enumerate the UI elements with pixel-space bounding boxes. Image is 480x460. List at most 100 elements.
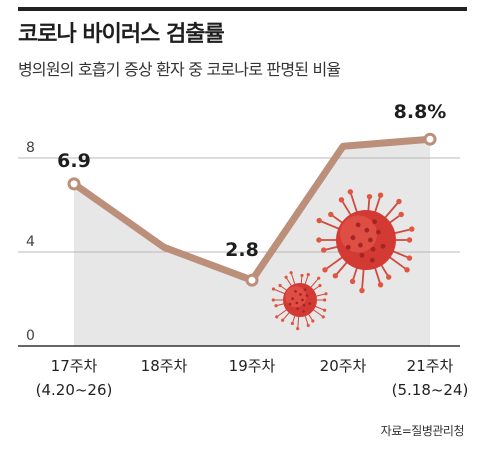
virus-spike-tip — [274, 304, 278, 308]
virus-spike — [285, 276, 293, 288]
x-tick-sublabel: (5.18~24) — [392, 381, 469, 399]
label-layer: 0 4 8 6.9 2.8 8.8% 17주차 (4.20~26) 18주차 19주차 20주차 21… — [26, 101, 468, 399]
virus-spike — [290, 272, 296, 286]
virus-spike-tip — [275, 315, 279, 319]
virus-spike-tip — [311, 319, 315, 323]
virus-spike-tip — [377, 192, 384, 198]
virus-spike — [318, 219, 342, 231]
area-layer — [74, 139, 430, 346]
data-point-marker — [67, 177, 81, 191]
virus-spike-tip — [396, 198, 402, 205]
virus-spike-tip — [306, 273, 310, 277]
virus-dot — [291, 297, 294, 301]
virus-spike — [390, 249, 410, 259]
virus-spike-tip — [398, 211, 404, 218]
virus-dot — [350, 235, 356, 241]
virus-spike-tip — [318, 283, 322, 288]
virus-spike-tip — [290, 321, 294, 326]
virus-dot — [375, 229, 381, 235]
virus-spike-tip — [404, 267, 410, 273]
virus-spike — [304, 274, 309, 286]
virus-spike-tip — [366, 193, 373, 200]
virus-highlight — [339, 215, 378, 253]
virus-dot — [296, 307, 300, 311]
virus-spike-tip — [359, 287, 365, 294]
virus-spike-tip — [281, 318, 285, 322]
virus-spike-tip — [321, 315, 325, 319]
virus-dot — [303, 288, 307, 291]
virus-spike — [282, 311, 291, 321]
virus-spike-tip — [316, 237, 322, 243]
virus-spike — [313, 305, 325, 311]
virus-spike-tip — [349, 278, 356, 285]
virus-spike — [324, 255, 345, 271]
virus-spike-tip — [271, 287, 276, 291]
virus-dot — [301, 298, 304, 302]
x-tick-label: 20주차 — [320, 357, 367, 375]
virus-spike-tip — [322, 267, 328, 273]
virus-spike — [334, 259, 350, 277]
virus-dot — [288, 302, 292, 306]
virus-spike-tip — [271, 298, 275, 302]
virus-dot — [294, 290, 297, 293]
virus-dot — [308, 302, 312, 305]
virus-dot — [368, 237, 373, 243]
virus-spike — [273, 288, 287, 295]
series-layer — [67, 132, 437, 287]
virus-spike-tip — [317, 276, 321, 280]
y-tick-label: 0 — [26, 328, 35, 344]
virus-dot — [364, 227, 370, 233]
virus-spike-tip — [377, 282, 384, 288]
virus-spike-tip — [338, 197, 345, 203]
virus-dot — [372, 219, 377, 225]
virus-spike-tip — [284, 275, 288, 279]
virus-spike — [340, 199, 353, 218]
virus-spike-tip — [347, 189, 354, 195]
virus-dot — [370, 246, 376, 252]
virus-spike — [361, 266, 365, 291]
chart-title: 코로나 바이러스 검출률 — [18, 22, 225, 47]
x-tick-label: 19주차 — [229, 357, 276, 375]
title-rule — [18, 7, 467, 11]
data-label: 2.8 — [225, 239, 259, 261]
virus-spike-tip — [289, 271, 293, 275]
virus-dot — [380, 243, 386, 249]
virus-spike — [382, 200, 400, 221]
area-fill — [74, 139, 430, 346]
virus-spike — [314, 293, 327, 297]
virus-spike-tip — [409, 226, 415, 232]
x-tick-sublabel: (4.20~26) — [36, 381, 113, 399]
virus-dot — [359, 252, 365, 258]
virus-dot — [357, 242, 363, 248]
virus-spike-tip — [278, 283, 282, 288]
virus-highlight — [285, 286, 307, 308]
virus-spike — [276, 308, 288, 318]
virus-spike-tip — [328, 211, 334, 218]
virus-spike-tip — [323, 298, 327, 302]
virus-spike — [309, 277, 320, 289]
virus-spike — [304, 314, 309, 326]
virus-dot — [369, 257, 375, 263]
data-point-marker — [423, 132, 437, 146]
virus-spike-tip — [320, 247, 327, 253]
virus-spike — [373, 265, 382, 286]
virus-spike — [297, 315, 300, 329]
data-label: 6.9 — [57, 150, 91, 172]
virus-spike-tip — [316, 217, 322, 224]
virus-spike — [387, 255, 408, 271]
virus-large-icon — [316, 189, 415, 294]
virus-dot — [302, 310, 305, 313]
virus-dot — [302, 303, 306, 307]
chart-subtitle: 병의원의 호흡기 증상 환자 중 코로나로 판명된 비율 — [18, 60, 341, 79]
virus-spike-tip — [406, 237, 413, 243]
virus-spike-tip — [296, 327, 300, 331]
virus-spike-tip — [300, 273, 304, 278]
source-note: 자료=질병관리청 — [380, 424, 465, 438]
virus-dot — [305, 294, 309, 297]
virus-spike — [349, 191, 359, 215]
virus-spike-tip — [306, 323, 310, 327]
virus-spike — [392, 228, 413, 235]
virus-dot — [345, 244, 351, 250]
virus-spike-tip — [324, 292, 328, 296]
y-tick-label: 4 — [26, 234, 35, 250]
